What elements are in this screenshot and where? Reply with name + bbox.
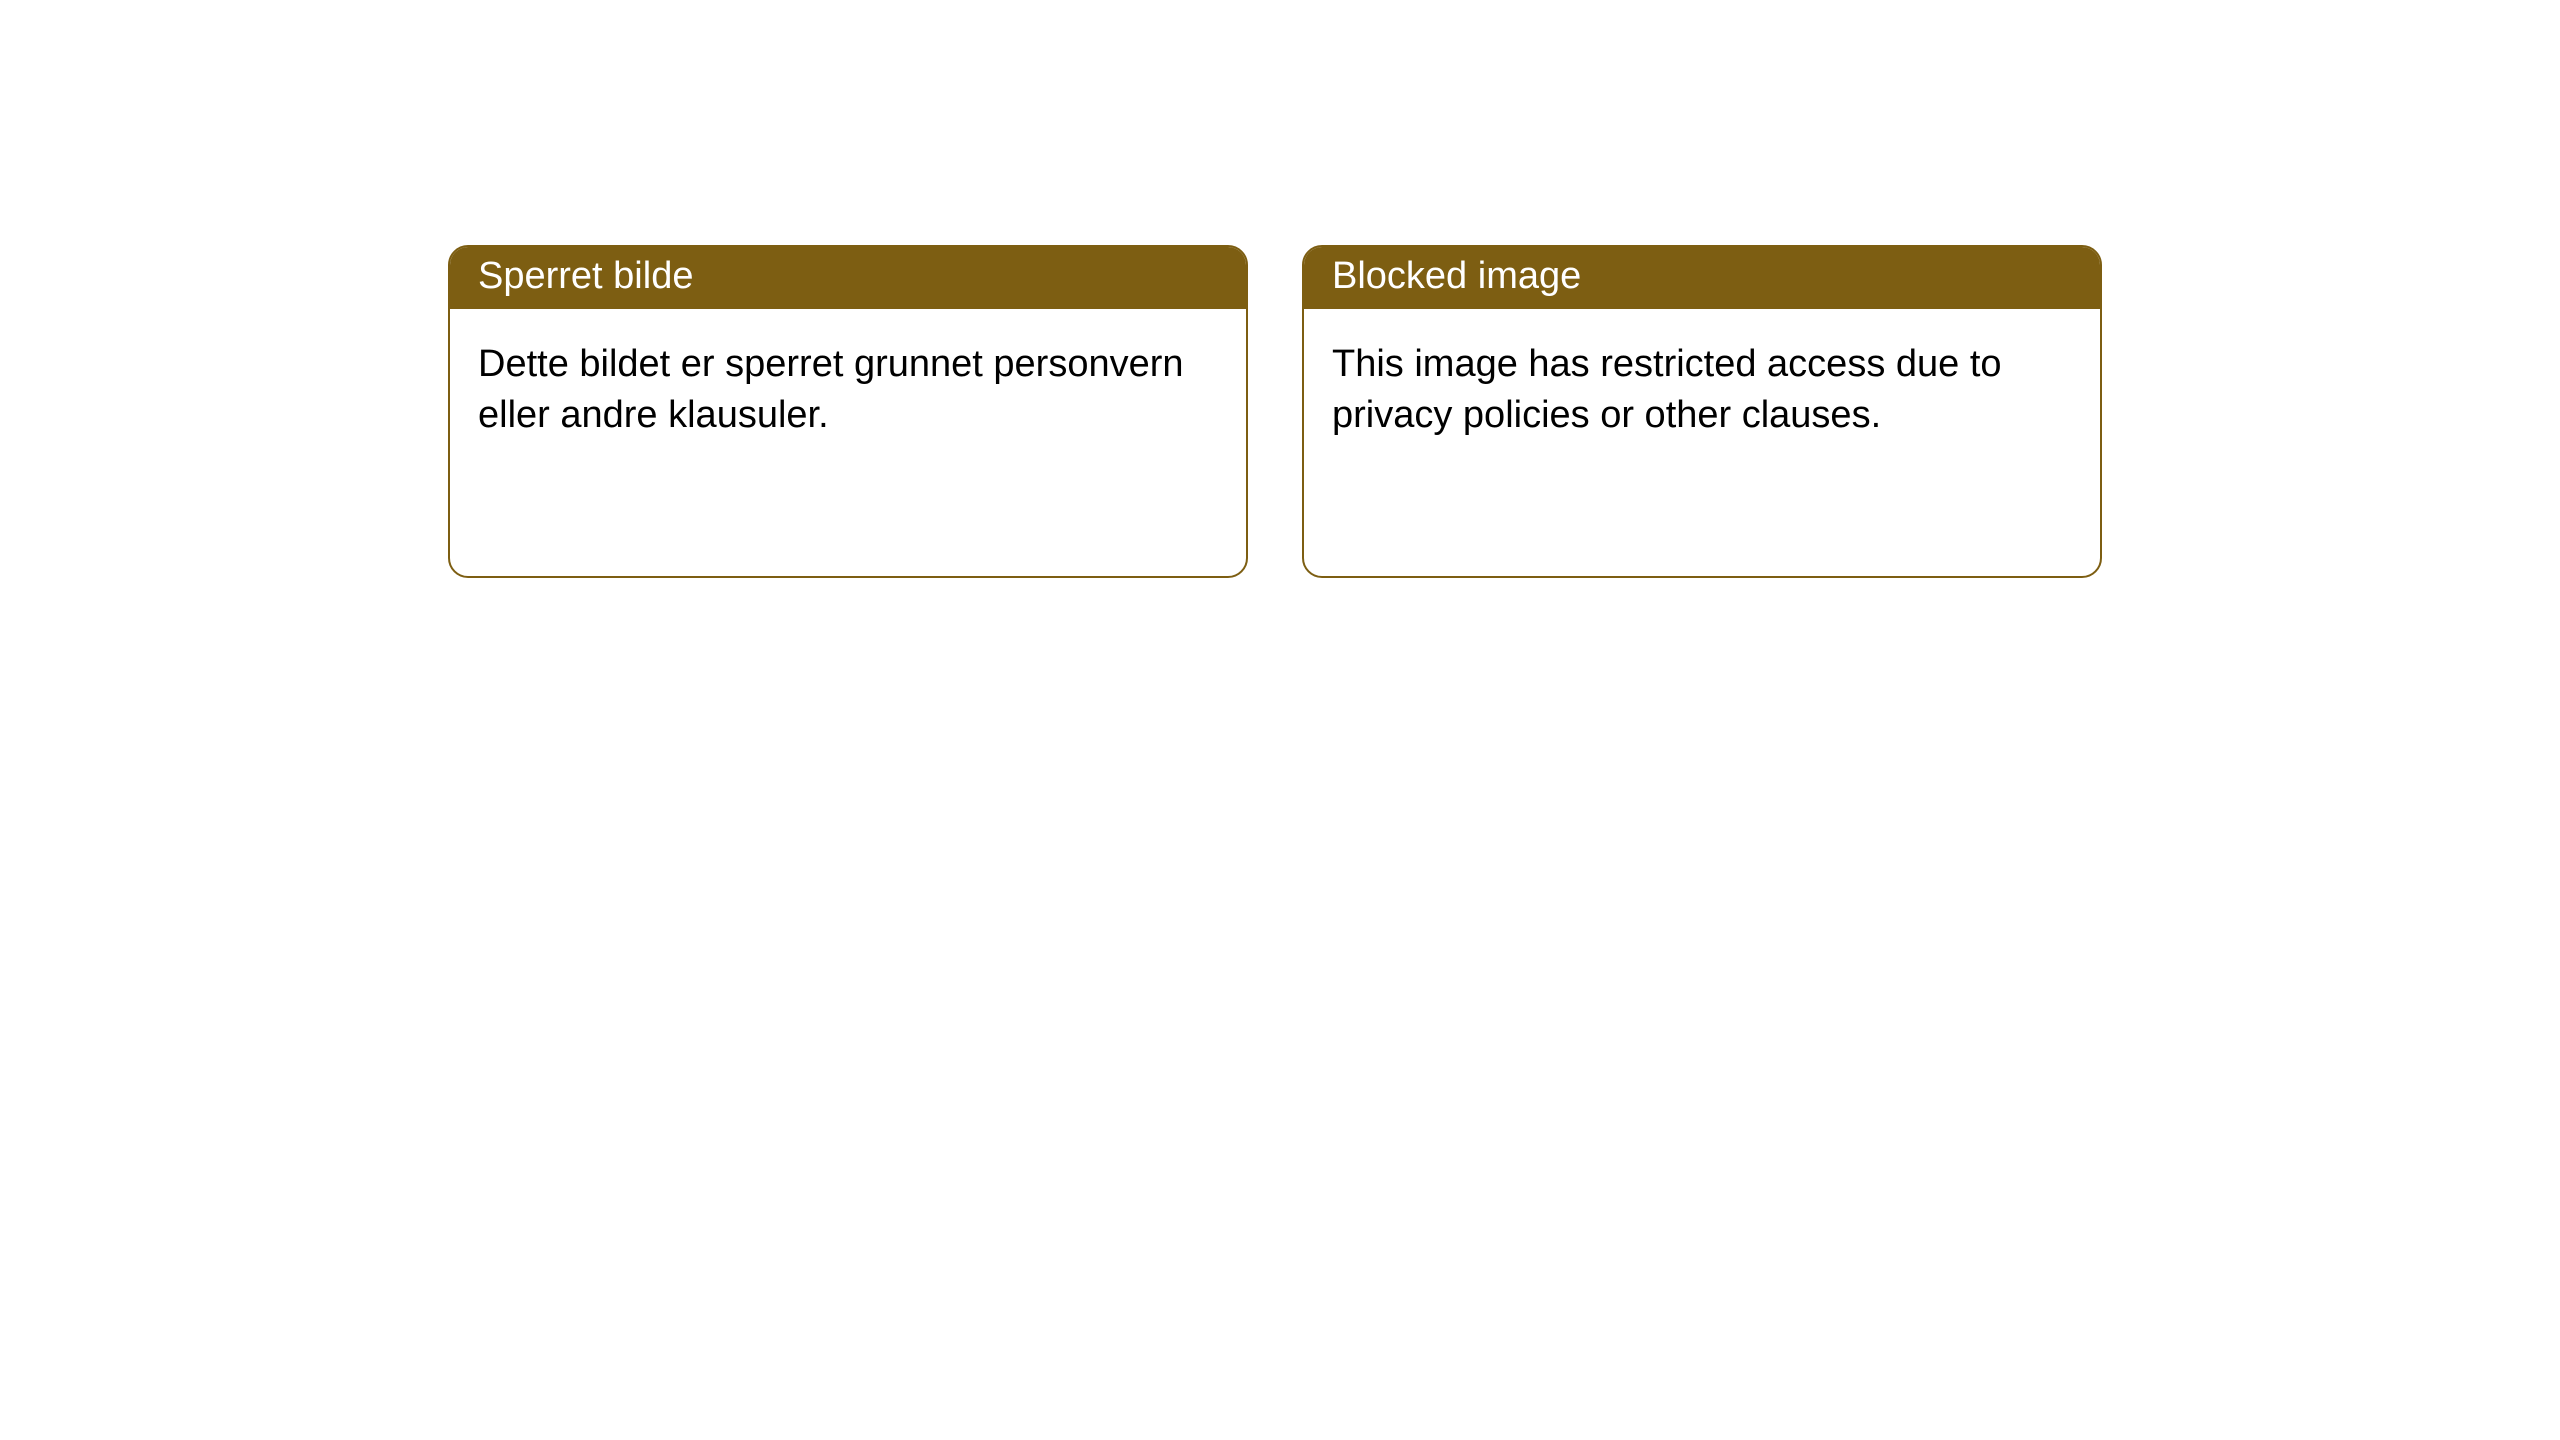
notice-body: Dette bildet er sperret grunnet personve… (450, 309, 1246, 472)
notice-card-english: Blocked image This image has restricted … (1302, 245, 2102, 578)
notice-container: Sperret bilde Dette bildet er sperret gr… (0, 0, 2560, 578)
notice-card-norwegian: Sperret bilde Dette bildet er sperret gr… (448, 245, 1248, 578)
notice-body: This image has restricted access due to … (1304, 309, 2100, 472)
notice-header: Blocked image (1304, 247, 2100, 309)
notice-header: Sperret bilde (450, 247, 1246, 309)
